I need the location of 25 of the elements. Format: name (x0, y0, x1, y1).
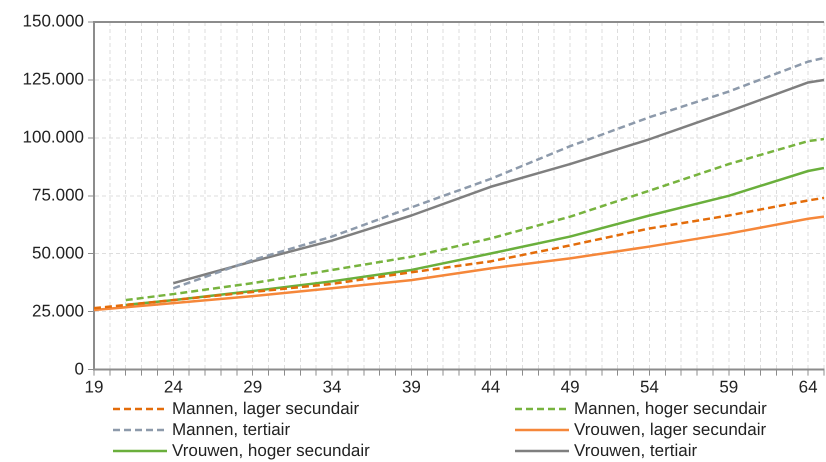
legend-label: Vrouwen, hoger secundair (172, 440, 370, 461)
y-tick-label: 25.000 (32, 301, 84, 320)
x-tick-label: 39 (402, 377, 421, 396)
legend-label: Mannen, lager secundair (172, 398, 360, 419)
x-tick-label: 34 (322, 377, 342, 396)
x-tick-label: 44 (481, 377, 500, 396)
x-tick-label: 64 (798, 377, 818, 396)
x-tick-label: 19 (84, 377, 104, 396)
y-tick-label: 150.000 (22, 12, 84, 31)
x-tick-label: 49 (560, 377, 580, 396)
legend-label: Vrouwen, tertiair (574, 440, 698, 461)
line-series (94, 196, 824, 310)
y-tick-label: 50.000 (32, 243, 84, 262)
y-tick-label: 125.000 (22, 70, 84, 89)
y-tick-label: 0 (74, 359, 84, 378)
x-tick-label: 24 (164, 377, 183, 396)
legend-label: Mannen, tertiair (172, 419, 290, 440)
line-series (124, 138, 824, 302)
x-tick-label: 54 (640, 377, 659, 396)
y-tick-label: 100.000 (22, 128, 84, 147)
x-tick-label: 59 (719, 377, 738, 396)
legend-label: Mannen, hoger secundair (574, 398, 767, 419)
y-tick-label: 75.000 (32, 185, 84, 204)
x-tick-label: 29 (243, 377, 262, 396)
legend-label: Vrouwen, lager secundair (574, 419, 766, 440)
